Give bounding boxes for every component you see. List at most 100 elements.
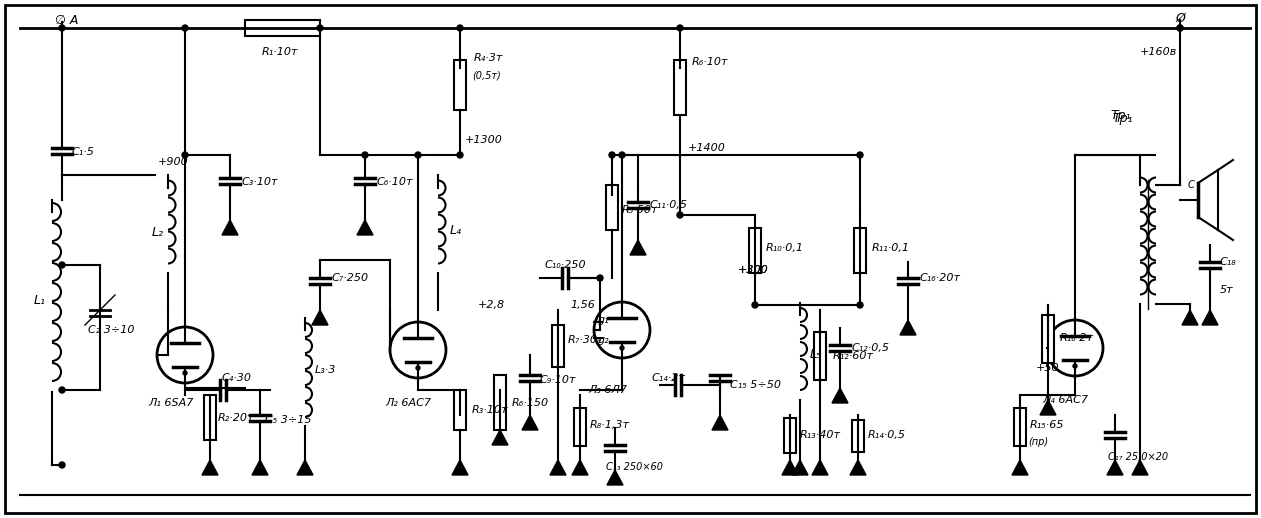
Bar bbox=[574, 408, 586, 446]
Bar bbox=[784, 418, 796, 453]
Text: C₅ 3÷15: C₅ 3÷15 bbox=[265, 415, 311, 425]
Polygon shape bbox=[792, 460, 808, 475]
Polygon shape bbox=[1107, 460, 1124, 475]
Text: g₁: g₁ bbox=[598, 315, 609, 325]
Polygon shape bbox=[850, 460, 866, 475]
Text: R₁₁·0,1: R₁₁·0,1 bbox=[873, 243, 910, 253]
Circle shape bbox=[619, 152, 625, 158]
Circle shape bbox=[59, 25, 66, 31]
Circle shape bbox=[752, 302, 758, 308]
Circle shape bbox=[182, 25, 188, 31]
Polygon shape bbox=[1182, 310, 1198, 325]
Text: R₈·1,3т: R₈·1,3т bbox=[590, 420, 630, 430]
Text: R₆·150: R₆·150 bbox=[512, 398, 549, 408]
Text: С: С bbox=[1188, 180, 1194, 190]
Circle shape bbox=[677, 212, 683, 218]
Text: C₁₃ 250×60: C₁₃ 250×60 bbox=[607, 462, 663, 472]
Text: +900: +900 bbox=[158, 157, 189, 167]
Text: (0,5т): (0,5т) bbox=[472, 70, 501, 80]
Polygon shape bbox=[522, 415, 538, 430]
Text: R₁₆·2т: R₁₆·2т bbox=[1061, 333, 1093, 343]
Bar bbox=[245, 20, 320, 36]
Text: R₁₅·65: R₁₅·65 bbox=[1030, 420, 1064, 430]
Text: L₅: L₅ bbox=[810, 349, 822, 362]
Text: R₆·10т: R₆·10т bbox=[692, 57, 729, 67]
Text: R₁₄·0,5: R₁₄·0,5 bbox=[868, 430, 905, 440]
Text: 1,56: 1,56 bbox=[570, 300, 595, 310]
Text: R₁₂·60т: R₁₂·60т bbox=[834, 351, 874, 361]
Circle shape bbox=[857, 302, 863, 308]
Polygon shape bbox=[712, 415, 728, 430]
Text: C₁₆·20т: C₁₆·20т bbox=[921, 273, 961, 283]
Text: C₁·5: C₁·5 bbox=[72, 147, 95, 157]
Bar bbox=[673, 60, 686, 115]
Text: C₁₇ 25,0×20: C₁₇ 25,0×20 bbox=[1108, 452, 1168, 462]
Bar bbox=[749, 228, 760, 273]
Polygon shape bbox=[202, 460, 218, 475]
Bar bbox=[852, 420, 864, 452]
Bar bbox=[1042, 315, 1054, 363]
Circle shape bbox=[620, 346, 624, 350]
Text: L₁: L₁ bbox=[34, 294, 45, 307]
Text: Л₃ 6Л7: Л₃ 6Л7 bbox=[588, 385, 627, 395]
Text: 5т: 5т bbox=[1219, 285, 1233, 295]
Text: +1300: +1300 bbox=[465, 135, 503, 145]
Polygon shape bbox=[298, 460, 313, 475]
Bar bbox=[454, 390, 467, 430]
Bar bbox=[204, 395, 216, 440]
Text: C₁₄·2т: C₁₄·2т bbox=[652, 373, 686, 383]
Circle shape bbox=[1177, 25, 1183, 31]
Circle shape bbox=[183, 371, 187, 375]
Circle shape bbox=[59, 387, 66, 393]
Text: R₇·30т: R₇·30т bbox=[567, 335, 604, 345]
Circle shape bbox=[59, 262, 66, 268]
Text: R₁·10т: R₁·10т bbox=[262, 47, 299, 57]
Circle shape bbox=[362, 152, 368, 158]
Text: L₂: L₂ bbox=[153, 225, 164, 238]
Polygon shape bbox=[1202, 310, 1218, 325]
Text: Л₂ 6AC7: Л₂ 6AC7 bbox=[385, 398, 431, 408]
Text: R₁₀·0,1: R₁₀·0,1 bbox=[765, 243, 805, 253]
Polygon shape bbox=[1013, 460, 1028, 475]
Text: L₄: L₄ bbox=[450, 223, 462, 237]
Text: Ø: Ø bbox=[1175, 11, 1185, 24]
Text: C₇·250: C₇·250 bbox=[332, 273, 369, 283]
Circle shape bbox=[182, 152, 188, 158]
Circle shape bbox=[677, 25, 683, 31]
Text: C₁₂·0,5: C₁₂·0,5 bbox=[852, 343, 890, 353]
Text: C₆·10т: C₆·10т bbox=[377, 177, 414, 187]
Circle shape bbox=[857, 152, 863, 158]
Text: C₄·30: C₄·30 bbox=[222, 373, 252, 383]
Text: C₁₀·250: C₁₀·250 bbox=[545, 260, 586, 270]
Text: ∅ A: ∅ A bbox=[55, 13, 78, 26]
Text: R₃·10т: R₃·10т bbox=[472, 405, 508, 415]
Bar bbox=[454, 60, 467, 110]
Text: R₅·50т: R₅·50т bbox=[622, 205, 658, 215]
Polygon shape bbox=[630, 240, 646, 255]
Circle shape bbox=[1177, 25, 1183, 31]
Bar bbox=[854, 228, 866, 273]
Text: C₁₈: C₁₈ bbox=[1219, 257, 1237, 267]
Circle shape bbox=[1073, 364, 1077, 368]
Polygon shape bbox=[1040, 400, 1055, 415]
Text: Л₄ 6AC7: Л₄ 6AC7 bbox=[1042, 395, 1088, 405]
Polygon shape bbox=[782, 460, 798, 475]
Polygon shape bbox=[311, 310, 328, 325]
Text: Л₁ 6SA7: Л₁ 6SA7 bbox=[148, 398, 193, 408]
Polygon shape bbox=[492, 430, 508, 445]
Polygon shape bbox=[357, 220, 373, 235]
Text: +160в: +160в bbox=[1140, 47, 1178, 57]
Text: +1400: +1400 bbox=[689, 143, 726, 153]
Circle shape bbox=[609, 152, 615, 158]
Text: C₂ 3÷10: C₂ 3÷10 bbox=[88, 325, 135, 335]
Polygon shape bbox=[812, 460, 828, 475]
Text: Тр₁: Тр₁ bbox=[1112, 111, 1132, 124]
Circle shape bbox=[456, 152, 463, 158]
Polygon shape bbox=[252, 460, 269, 475]
Bar bbox=[607, 185, 618, 230]
Text: +2,8: +2,8 bbox=[478, 300, 506, 310]
Text: g₂: g₂ bbox=[598, 335, 609, 345]
Text: +50: +50 bbox=[1037, 363, 1059, 373]
Text: +300: +300 bbox=[738, 265, 769, 275]
Polygon shape bbox=[451, 460, 468, 475]
